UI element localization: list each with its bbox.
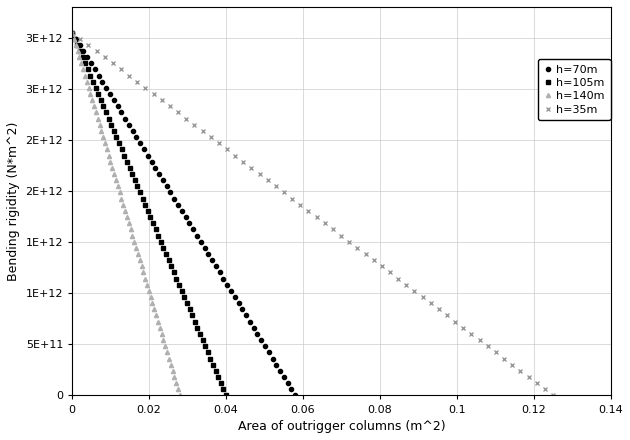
h=105m — [69, 30, 76, 35]
h=140m — [103, 147, 111, 152]
h=105m — [120, 153, 128, 158]
h=140m — [69, 30, 76, 35]
h=35m — [207, 135, 214, 140]
h=70m — [140, 147, 148, 152]
h=35m — [231, 153, 239, 158]
X-axis label: Area of outrigger columns (m^2): Area of outrigger columns (m^2) — [238, 420, 445, 433]
h=140m — [96, 122, 103, 128]
h=140m — [100, 135, 107, 140]
h=70m — [292, 393, 299, 398]
h=140m — [136, 257, 144, 263]
h=140m — [87, 92, 94, 97]
h=70m — [209, 257, 216, 263]
h=70m — [106, 92, 114, 97]
Line: h=105m: h=105m — [70, 30, 228, 398]
h=105m — [113, 135, 120, 140]
h=140m — [105, 153, 112, 158]
h=70m — [125, 122, 133, 128]
Line: h=35m: h=35m — [70, 30, 555, 398]
h=35m — [69, 30, 76, 35]
h=35m — [223, 147, 231, 152]
Line: h=70m: h=70m — [70, 30, 297, 398]
Y-axis label: Bending rigidity (N*m^2): Bending rigidity (N*m^2) — [7, 121, 20, 281]
h=140m — [176, 393, 183, 398]
h=105m — [165, 257, 173, 263]
Legend: h=70m, h=105m, h=140m, h=35m: h=70m, h=105m, h=140m, h=35m — [537, 59, 610, 120]
h=105m — [222, 393, 230, 398]
Line: h=140m: h=140m — [70, 30, 182, 398]
h=35m — [191, 122, 198, 128]
h=70m — [133, 135, 140, 140]
h=35m — [549, 393, 557, 398]
h=105m — [108, 122, 115, 128]
h=35m — [370, 257, 377, 263]
h=35m — [150, 92, 158, 97]
h=105m — [94, 92, 102, 97]
h=70m — [144, 153, 152, 158]
h=70m — [69, 30, 76, 35]
h=105m — [118, 147, 125, 152]
